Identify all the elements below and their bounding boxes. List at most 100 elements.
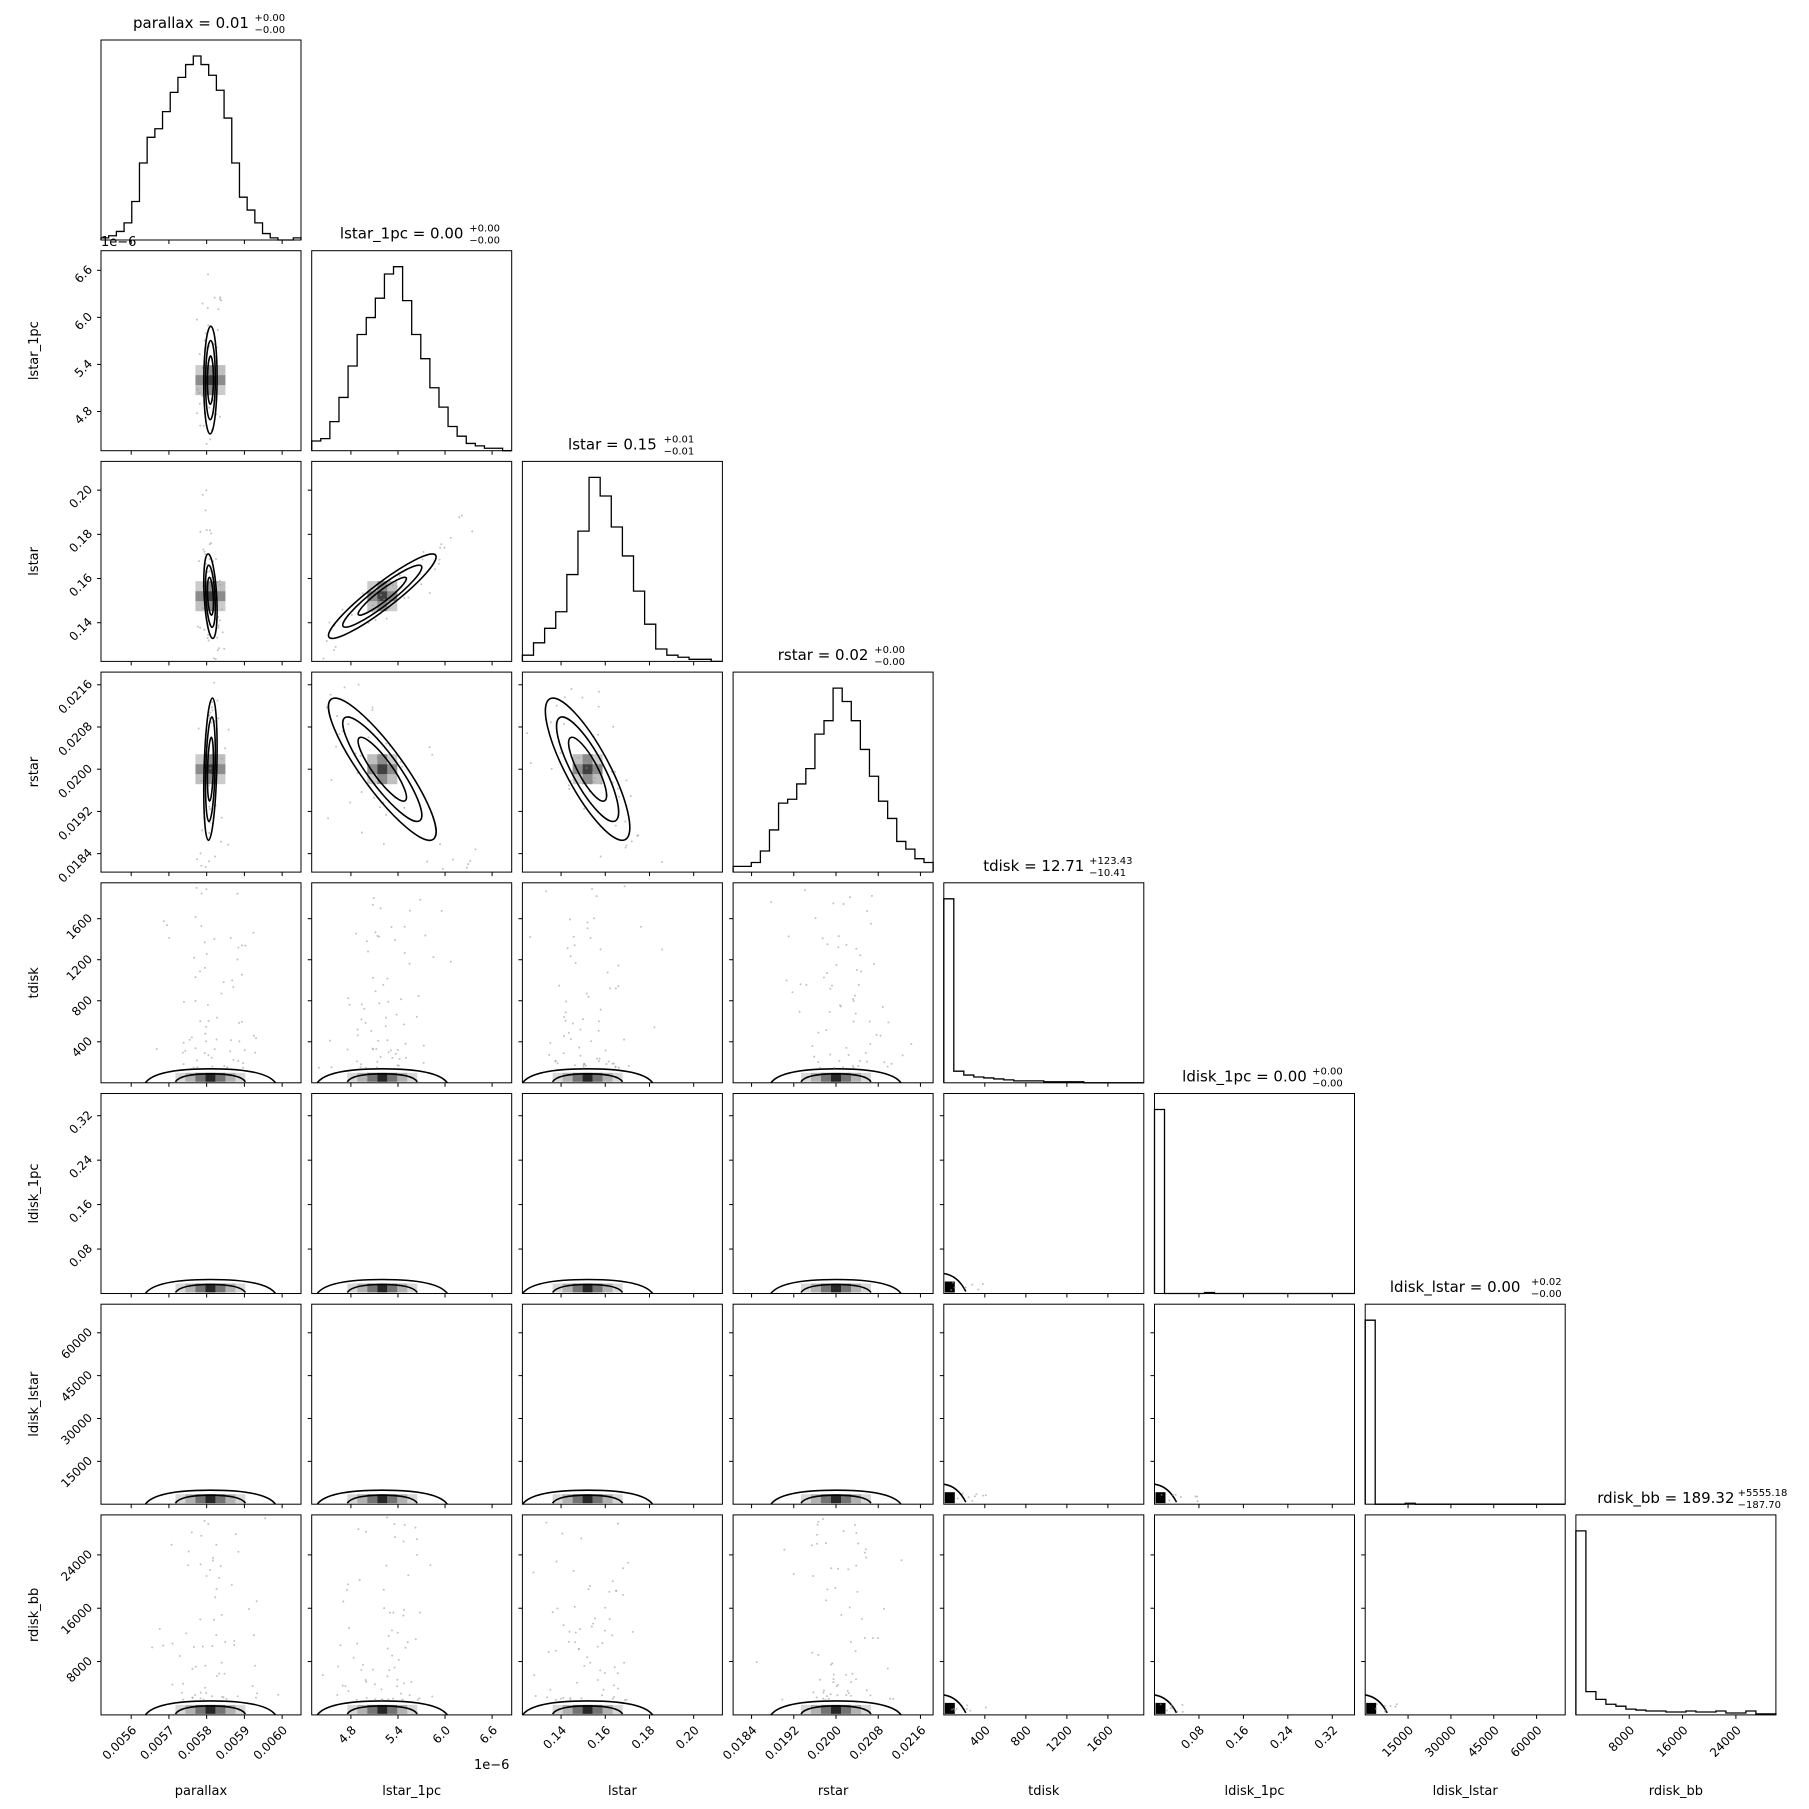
scatter-point	[191, 1696, 194, 1699]
scatter-point	[252, 931, 255, 934]
scatter-point	[428, 592, 431, 595]
scatter-point	[558, 984, 561, 987]
scatter-point	[203, 941, 206, 944]
scatter-point	[853, 1524, 856, 1527]
scatter-point	[984, 1494, 987, 1497]
scatter-point	[814, 917, 817, 920]
scatter-point	[857, 1064, 860, 1067]
scatter-point	[580, 1537, 583, 1540]
scatter-point	[566, 947, 569, 950]
scatter-point	[215, 1588, 218, 1591]
scatter-point	[364, 1530, 367, 1533]
scatter-point	[838, 1060, 841, 1063]
scatter-point	[208, 805, 211, 808]
scatter-point	[400, 1692, 403, 1695]
title-upper-error-lstar: +0.01	[664, 434, 695, 445]
density-cell	[387, 581, 398, 592]
scatter-point	[207, 633, 210, 636]
scatter-point	[877, 1637, 880, 1640]
scatter-point	[194, 1665, 197, 1668]
scatter-point	[348, 1627, 351, 1630]
scatter-point	[1196, 1495, 1199, 1498]
scatter-point	[617, 1066, 620, 1069]
contour-level-2	[551, 1072, 624, 1083]
panel-rstar-vs-lstar	[518, 671, 723, 877]
x-axis-label-tdisk: tdisk	[1028, 1784, 1060, 1799]
title-upper-error-tdisk: +123.43	[1089, 856, 1132, 867]
contour-level-1	[1154, 1694, 1178, 1714]
panel-frame	[732, 1514, 934, 1716]
scatter-point	[569, 1038, 572, 1041]
scatter-points	[1160, 1493, 1199, 1503]
contour-level-1	[770, 1278, 902, 1295]
scatter-point	[586, 1656, 589, 1659]
scatter-point	[207, 373, 210, 376]
scatter-point	[416, 1553, 419, 1556]
scatter-point	[852, 1065, 855, 1068]
density-cell	[215, 1704, 226, 1714]
scatter-point	[255, 1696, 258, 1699]
density-cell	[195, 1283, 206, 1293]
scatter-point	[661, 948, 664, 951]
scatter-point	[348, 1003, 351, 1006]
contour-level-2	[204, 716, 217, 823]
y-axis-label-rdisk_bb: rdisk_bb	[27, 1588, 42, 1642]
scatter-point	[599, 948, 602, 951]
scatter-point	[836, 1683, 839, 1686]
scatter-point	[863, 1636, 866, 1639]
panel-frame	[521, 1093, 723, 1294]
panel-rstar-vs-rstar: rstar = 0.02 +0.00−0.00	[732, 645, 934, 877]
scatter-point	[854, 1012, 857, 1015]
scatter-points	[950, 1704, 987, 1712]
scatter-point	[216, 1016, 219, 1019]
scatter-point	[336, 1694, 339, 1697]
scatter-point	[822, 1697, 825, 1700]
density-cell	[1155, 1492, 1166, 1504]
scatter-point	[563, 1015, 566, 1018]
scatter-point	[973, 1495, 976, 1498]
scatter-point	[408, 1694, 411, 1697]
density-cell	[367, 581, 378, 592]
scatter-point	[1171, 1493, 1174, 1496]
x-axis-label-rstar: rstar	[818, 1784, 849, 1799]
scatter-point	[892, 1698, 895, 1701]
scatter-point	[961, 1492, 964, 1495]
density-cell	[562, 1283, 573, 1293]
scatter-point	[414, 1526, 417, 1529]
scatter-point	[224, 747, 227, 750]
scatter-point	[387, 1634, 390, 1637]
scatter-point	[617, 964, 620, 967]
panel-ldisk_1pc-vs-tdisk	[939, 1093, 1145, 1298]
scatter-point	[232, 986, 235, 989]
density-cell	[582, 1494, 593, 1504]
scatter-point	[812, 1691, 815, 1694]
scatter-point	[460, 514, 463, 517]
scatter-point	[612, 725, 615, 728]
scatter-point	[849, 896, 852, 899]
scatter-point	[613, 770, 616, 773]
panel-frame	[943, 882, 1145, 1084]
panel-frame	[311, 1303, 513, 1505]
scatter-point	[385, 813, 388, 816]
density-cell	[572, 754, 583, 765]
scatter-point	[201, 366, 204, 369]
density-cell	[215, 365, 226, 376]
scatter-point	[864, 1051, 867, 1054]
scatter-point	[465, 866, 468, 869]
scatter-point	[371, 604, 374, 607]
x-axis-label-ldisk_1pc: ldisk_1pc	[1225, 1784, 1285, 1799]
scatter-point	[852, 1000, 855, 1003]
scatter-point	[396, 1685, 399, 1688]
scatter-point	[977, 1288, 980, 1291]
scatter-point	[220, 840, 223, 843]
density-cell	[582, 774, 593, 785]
contour-level-2	[346, 1705, 418, 1715]
scatter-point	[863, 1551, 866, 1554]
density-cell	[841, 1072, 852, 1082]
density-cell	[215, 591, 226, 602]
density-cell	[185, 1283, 196, 1293]
scatter-point	[576, 1681, 579, 1684]
scatter-point	[356, 1034, 359, 1037]
scatter-point	[194, 1047, 197, 1050]
contour-level-2	[174, 1072, 247, 1083]
